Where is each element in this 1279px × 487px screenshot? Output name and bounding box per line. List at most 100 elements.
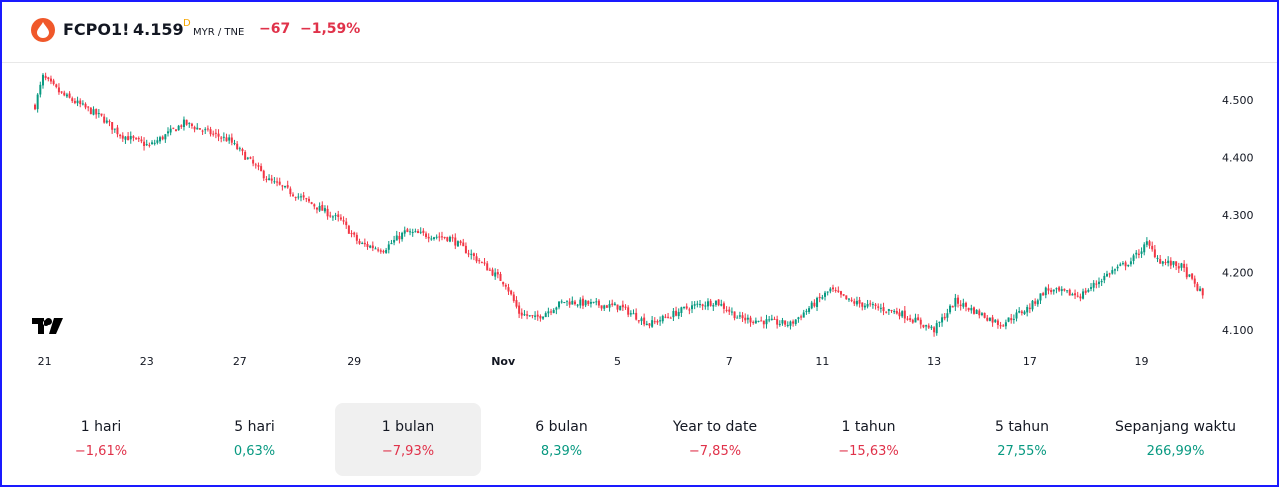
candle-up: [1015, 312, 1018, 319]
candle-up: [177, 125, 180, 131]
candle-down: [135, 138, 138, 140]
candle-down: [978, 310, 981, 316]
candle-up: [233, 143, 236, 145]
candle-up: [579, 299, 582, 306]
candle-down: [531, 315, 534, 317]
candle-down: [137, 138, 140, 140]
period-change: −7,85%: [688, 444, 742, 459]
candle-down: [922, 324, 925, 328]
candle-up: [805, 310, 808, 312]
candle-down: [252, 159, 255, 164]
candle-up: [887, 309, 890, 311]
candle-up: [560, 301, 563, 303]
candle-down: [943, 316, 946, 319]
period-year-to-date[interactable]: Year to date −7,85%: [642, 403, 788, 476]
candle-down: [792, 321, 795, 324]
candle-up: [401, 232, 404, 240]
candle-down: [1193, 278, 1196, 284]
candle-up: [156, 140, 159, 143]
candle-down: [933, 327, 936, 333]
candle-up: [962, 303, 965, 307]
candle-up: [901, 311, 904, 317]
candle-up: [65, 94, 68, 97]
symbol-name[interactable]: FCPO1!: [63, 20, 130, 39]
period-sepanjang-waktu[interactable]: Sepanjang waktu 266,99%: [1103, 403, 1249, 476]
price-chart[interactable]: 4.500 4.400 4.300 4.200 4.100 21 23 27 29 Nov 5 7 11…: [0, 62, 1279, 382]
x-tick-label: 11: [815, 355, 829, 368]
period-6-bulan[interactable]: 6 bulan 8,39%: [489, 403, 635, 476]
candle-up: [167, 131, 169, 134]
candle-down: [440, 236, 443, 238]
candle-up: [946, 313, 949, 318]
candle-up: [1180, 263, 1183, 268]
candle-up: [595, 301, 598, 303]
candle-down: [185, 119, 188, 125]
candle-down: [1002, 325, 1005, 327]
candle-up: [430, 238, 433, 240]
candle-up: [855, 300, 858, 305]
candle-up: [36, 94, 39, 110]
candle-down: [877, 306, 880, 308]
candle-down: [1183, 263, 1186, 268]
candle-down: [127, 136, 130, 141]
candle-down: [438, 236, 441, 238]
candle-up: [706, 301, 709, 307]
candle-down: [611, 303, 614, 306]
candle-down: [874, 304, 877, 306]
candle-down: [292, 194, 295, 196]
candle-up: [975, 309, 978, 314]
candle-up: [369, 245, 372, 248]
period-1-tahun[interactable]: 1 tahun −15,63%: [796, 403, 942, 476]
candle-up: [188, 122, 191, 124]
candle-up: [768, 319, 771, 321]
candle-down: [999, 325, 1002, 327]
candle-up: [153, 142, 156, 144]
candle-up: [589, 301, 592, 304]
period-5-tahun[interactable]: 5 tahun 27,55%: [949, 403, 1095, 476]
candle-down: [100, 113, 103, 116]
candle-up: [1066, 290, 1069, 292]
candle-down: [597, 300, 600, 306]
candle-up: [576, 304, 579, 306]
candle-down: [214, 132, 217, 134]
period-change: 266,99%: [1146, 444, 1205, 459]
period-label: 1 bulan: [381, 419, 435, 435]
period-1-hari[interactable]: 1 hari −1,61%: [28, 403, 174, 476]
candle-down: [225, 137, 228, 142]
y-tick-label: 4.100: [1222, 324, 1254, 337]
candle-down: [236, 143, 239, 150]
candle-up: [1111, 270, 1114, 274]
candle-down: [667, 316, 670, 318]
candle-down: [512, 294, 515, 301]
candle-down: [417, 231, 420, 234]
period-label: 1 hari: [80, 419, 122, 435]
candle-down: [1201, 288, 1204, 296]
performance-periods: 1 hari −1,61% 5 hari 0,63% 1 bulan −7,93% 6 bu…: [28, 403, 1258, 476]
candle-up: [1103, 275, 1106, 281]
candle-down: [446, 237, 449, 241]
period-change: 8,39%: [540, 444, 583, 459]
candle-up: [994, 319, 997, 323]
period-5-hari[interactable]: 5 hari 0,63%: [182, 403, 328, 476]
candle-down: [161, 136, 164, 140]
candle-down: [845, 295, 848, 300]
candle-up: [736, 317, 739, 319]
candle-up: [169, 128, 172, 133]
candle-down: [425, 233, 428, 238]
candle-up: [677, 311, 680, 317]
candle-down: [983, 312, 986, 318]
candle-down: [972, 307, 975, 314]
candle-up: [651, 320, 654, 327]
period-1-bulan[interactable]: 1 bulan −7,93%: [335, 403, 481, 476]
candle-down: [1108, 273, 1111, 275]
candle-up: [331, 216, 334, 218]
candle-up: [361, 242, 364, 244]
candle-down: [254, 164, 257, 166]
candle-down: [483, 262, 486, 264]
tradingview-logo-icon[interactable]: [32, 318, 64, 338]
candle-up: [914, 317, 917, 323]
candle-up: [81, 103, 84, 105]
candle-up: [672, 311, 675, 318]
candle-up: [97, 113, 100, 115]
period-label: 6 bulan: [535, 419, 588, 435]
